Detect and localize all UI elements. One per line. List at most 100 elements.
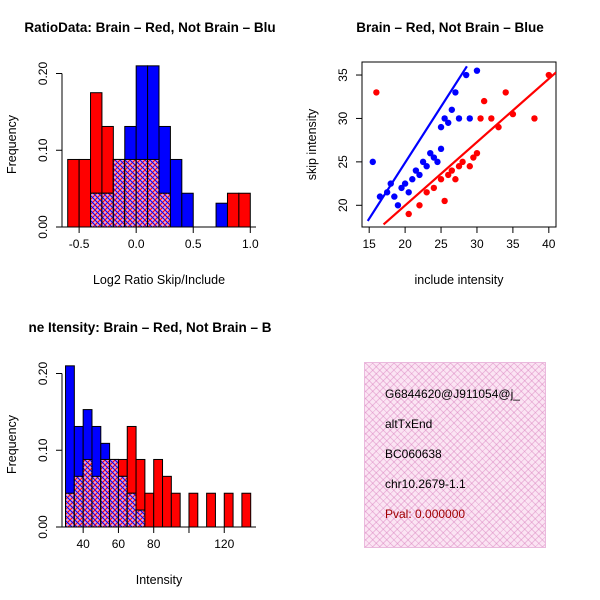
- bar-overlap: [101, 192, 114, 228]
- bar-notbrain: [215, 202, 228, 228]
- data-point: [434, 158, 441, 166]
- data-point: [394, 202, 402, 209]
- bar-overlap: [147, 158, 160, 228]
- x-tick-label: 80: [147, 537, 161, 551]
- data-point: [470, 154, 477, 161]
- data-point: [430, 184, 438, 192]
- data-point: [455, 163, 463, 170]
- y-tick-label: 25: [336, 155, 350, 169]
- panel-ratio-histogram: RatioData: Brain – Red, Not Brain – Blu L…: [0, 0, 300, 300]
- data-point: [480, 97, 488, 105]
- data-point: [452, 89, 459, 96]
- bar-overlap: [65, 492, 75, 528]
- bar-brain: [153, 458, 164, 528]
- data-point: [423, 163, 430, 170]
- bar-brain: [144, 492, 155, 528]
- data-point: [405, 189, 412, 196]
- series-not-brain: [366, 65, 481, 222]
- bar-overlap: [112, 158, 126, 228]
- data-point: [430, 154, 438, 161]
- data-point: [502, 89, 509, 96]
- x-tick-label: 15: [363, 237, 377, 251]
- y-tick-label: 35: [336, 68, 350, 82]
- y-tick-label: 20: [336, 198, 350, 212]
- data-point: [441, 115, 448, 122]
- bar-overlap: [90, 192, 103, 228]
- data-point: [405, 210, 412, 218]
- bar-overlap: [109, 458, 119, 528]
- x-tick-label: 40: [76, 537, 90, 551]
- y-axis-label: Frequency: [5, 114, 19, 174]
- info-line-locus: chr10.2679-1.1: [385, 477, 466, 491]
- bar-notbrain: [169, 158, 183, 228]
- x-tick-label: 25: [434, 237, 448, 251]
- bar-overlap: [100, 458, 111, 528]
- y-axis-label: Frequency: [5, 414, 19, 474]
- bar-brain: [226, 192, 240, 228]
- data-point: [477, 115, 484, 122]
- data-point: [445, 171, 452, 179]
- plot-box: [361, 61, 557, 228]
- bar-overlap: [73, 475, 84, 528]
- data-point: [401, 180, 409, 187]
- y-tick-label: 0.00: [36, 215, 50, 239]
- data-point: [391, 193, 398, 200]
- data-point: [437, 123, 445, 131]
- data-point: [488, 115, 495, 122]
- data-point: [437, 145, 445, 153]
- bar-overlap: [158, 192, 171, 228]
- data-point: [369, 158, 376, 166]
- bar-brain: [170, 492, 181, 528]
- y-tick-label: 0.00: [36, 515, 50, 539]
- info-line-probe-id: G6844620@J911054@j_: [385, 387, 520, 401]
- x-tick-label: 0.0: [128, 237, 145, 251]
- bar-brain: [238, 192, 251, 228]
- histogram-bars: [65, 365, 252, 528]
- data-point: [473, 149, 481, 157]
- histogram-bars: [67, 65, 251, 228]
- bar-brain: [162, 475, 172, 528]
- data-point: [419, 158, 427, 166]
- data-point: [509, 110, 517, 118]
- x-tick-label: 0.5: [185, 237, 202, 251]
- chart-title: ne Itensity: Brain – Red, Not Brain – B: [28, 320, 271, 335]
- data-point: [466, 115, 473, 122]
- x-tick-label: 60: [112, 537, 126, 551]
- intensity-scatter-svg: Brain – Red, Not Brain – Blue include int…: [305, 20, 557, 287]
- data-point: [459, 158, 466, 166]
- x-tick-label: 1.0: [242, 237, 259, 251]
- data-point: [445, 119, 452, 126]
- data-point: [409, 176, 416, 183]
- data-point: [462, 71, 470, 79]
- data-point: [466, 163, 473, 170]
- data-point: [495, 123, 502, 131]
- data-point: [416, 202, 423, 209]
- fit-line: [382, 71, 556, 226]
- data-point: [398, 184, 405, 192]
- bar-overlap: [126, 492, 137, 528]
- bar-brain: [188, 492, 199, 528]
- data-point: [427, 149, 434, 157]
- bar-overlap: [117, 475, 128, 528]
- series-brain: [373, 71, 556, 226]
- bar-overlap: [135, 509, 146, 528]
- bar-brain: [223, 492, 234, 528]
- x-tick-label: 120: [214, 537, 234, 551]
- chart-title: RatioData: Brain – Red, Not Brain – Blu: [24, 20, 275, 35]
- bar-overlap: [82, 458, 93, 528]
- info-line-pval: Pval: 0.000000: [385, 507, 466, 521]
- x-tick-label: 30: [470, 237, 484, 251]
- info-line-accession: BC060638: [385, 447, 442, 461]
- bar-brain: [78, 158, 92, 228]
- bar-brain: [206, 492, 216, 528]
- bar-brain: [241, 492, 252, 528]
- data-point: [416, 171, 423, 179]
- x-axis-label: Intensity: [136, 573, 183, 587]
- x-tick-label: 20: [398, 237, 412, 251]
- fit-line: [366, 65, 468, 222]
- data-point: [455, 115, 463, 122]
- y-tick-label: 0.20: [36, 62, 50, 86]
- x-axis-label: Log2 Ratio Skip/Include: [93, 273, 225, 287]
- y-tick-label: 0.20: [36, 362, 50, 386]
- chart-title: Brain – Red, Not Brain – Blue: [356, 20, 544, 35]
